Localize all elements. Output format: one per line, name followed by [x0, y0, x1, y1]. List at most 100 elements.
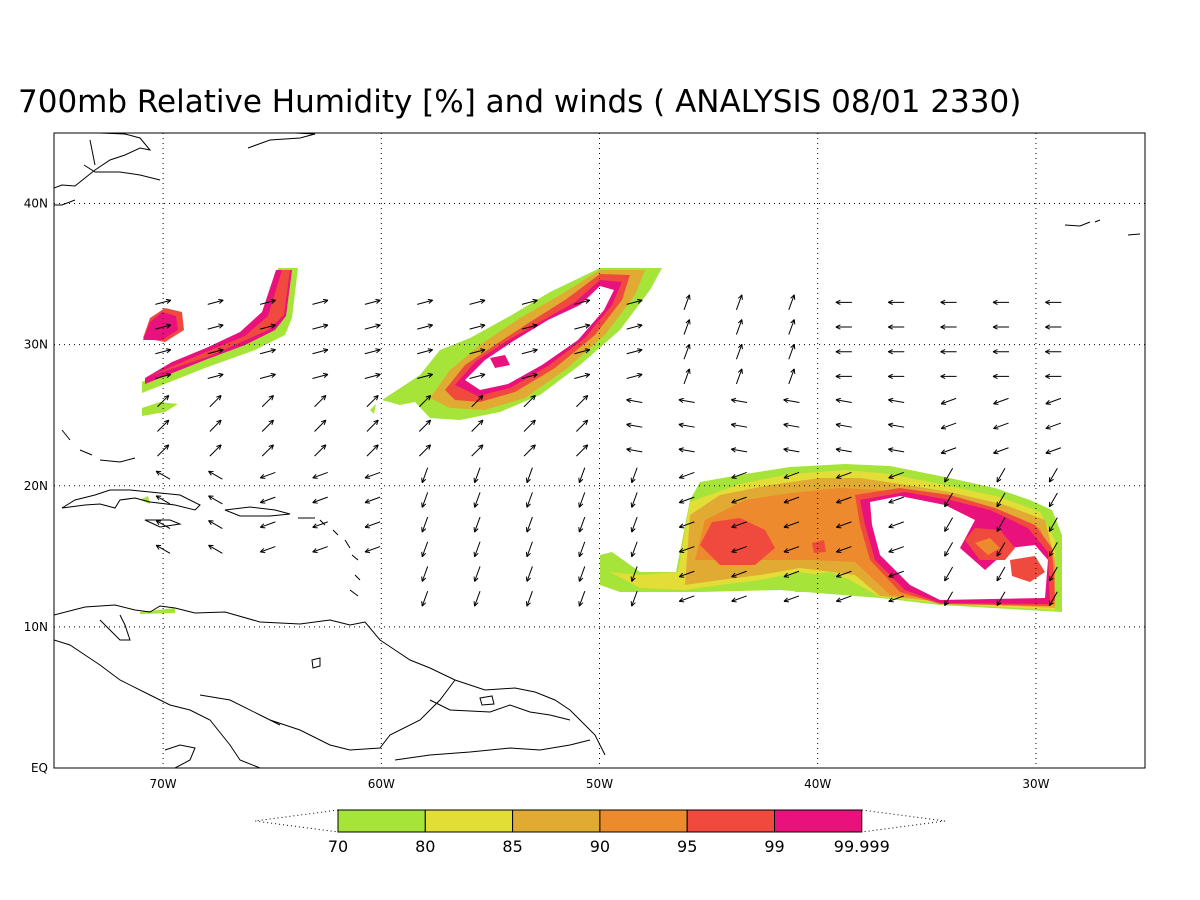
wind-arrow: [259, 496, 276, 504]
wind-arrow: [417, 348, 433, 355]
wind-arrow: [418, 394, 432, 408]
wind-arrow: [783, 570, 800, 578]
wind-arrow: [578, 516, 586, 533]
wind-arrow: [1048, 468, 1058, 483]
wind-arrow: [208, 544, 223, 554]
wind-arrow: [521, 323, 538, 330]
wind-arrow: [314, 394, 327, 408]
humidity-band-west: [140, 268, 376, 614]
lat-lon-grid: [54, 133, 1145, 768]
wind-arrow: [314, 444, 327, 457]
wind-arrow: [678, 546, 695, 554]
wind-arrow: [417, 323, 433, 330]
wind-arrow: [576, 394, 589, 408]
humidity-blob-east: [600, 464, 1062, 612]
wind-arrow: [735, 368, 743, 385]
wind-arrow: [836, 521, 852, 529]
wind-arrow: [783, 422, 800, 428]
map-title: 700mb Relative Humidity [%] and winds ( …: [18, 84, 1021, 120]
wind-arrow: [944, 492, 954, 508]
wind-arrow: [421, 516, 429, 533]
wind-arrow: [576, 419, 589, 432]
lon-tick-label: 60W: [368, 777, 395, 791]
wind-arrow: [1045, 299, 1062, 305]
wind-arrow: [1048, 591, 1058, 607]
wind-arrow: [836, 546, 852, 554]
lat-tick-label: 20N: [24, 479, 48, 493]
wind-arrow: [312, 546, 328, 554]
wind-arrow: [209, 419, 222, 432]
wind-arrow: [364, 298, 381, 305]
wind-arrow: [783, 521, 800, 529]
wind-arrow: [525, 566, 533, 582]
wind-arrow: [364, 471, 381, 479]
wind-arrow: [521, 348, 538, 355]
wind-arrow: [996, 492, 1006, 508]
wind-arrow: [835, 299, 852, 305]
wind-arrow: [574, 298, 591, 305]
wind-arrow: [364, 348, 381, 355]
wind-arrow: [888, 397, 905, 404]
wind-arrow: [678, 397, 695, 404]
wind-arrow: [155, 323, 172, 330]
wind-arrow: [421, 566, 429, 582]
wind-arrow: [996, 566, 1006, 582]
wind-arrow: [731, 496, 747, 504]
wind-arrow: [261, 419, 274, 432]
wind-arrow: [155, 520, 171, 530]
wind-arrow: [366, 444, 379, 457]
wind-arrow: [578, 492, 586, 508]
wind-arrow: [788, 294, 796, 311]
wind-arrow: [525, 467, 533, 484]
colorbar-level-label: 70: [328, 837, 348, 856]
wind-arrow: [992, 373, 1009, 380]
wind-vectors: [155, 294, 1062, 607]
wind-arrow: [207, 348, 224, 355]
wind-arrow: [678, 521, 695, 529]
wind-arrow: [155, 495, 171, 505]
wind-arrow: [261, 394, 274, 408]
wind-arrow: [209, 444, 222, 457]
wind-arrow: [835, 397, 852, 404]
wind-arrow: [209, 394, 222, 408]
wind-arrow: [1045, 422, 1062, 430]
wind-arrow: [944, 468, 954, 483]
wind-arrow: [992, 299, 1009, 305]
wind-arrow: [888, 570, 904, 578]
wind-arrow: [364, 546, 381, 554]
wind-arrow: [940, 324, 957, 330]
wind-arrow: [259, 521, 276, 529]
colorbar-level-label: 95: [677, 837, 697, 856]
colorbar-swatch: [686, 809, 776, 833]
wind-arrow: [364, 521, 381, 529]
wind-arrow: [730, 397, 748, 404]
wind-arrow: [630, 516, 638, 533]
colorbar-swatch: [424, 809, 514, 833]
wind-arrow: [731, 595, 747, 603]
wind-arrow: [261, 444, 274, 457]
wind-arrow: [1048, 566, 1058, 582]
wind-arrow: [944, 542, 954, 557]
wind-arrow: [469, 298, 486, 305]
wind-arrow: [836, 471, 852, 479]
lat-tick-label: EQ: [31, 761, 48, 775]
wind-arrow: [1045, 397, 1062, 405]
wind-arrow: [731, 570, 747, 578]
wind-arrow: [626, 397, 643, 404]
wind-arrow: [207, 372, 224, 379]
wind-arrow: [630, 566, 638, 582]
wind-arrow: [783, 471, 800, 479]
axis-labels: 40N 30N 20N 10N EQ 70W 60W 50W 40W 30W: [24, 197, 1050, 791]
wind-arrow: [836, 570, 852, 578]
wind-arrow: [940, 349, 957, 355]
colorbar-swatch: [599, 809, 688, 833]
colorbar-level-label: 80: [415, 837, 435, 856]
lat-tick-label: 40N: [24, 197, 48, 211]
wind-arrow: [888, 447, 905, 453]
wind-arrow: [418, 444, 432, 457]
colorbar-low-extension: [254, 809, 339, 833]
wind-arrow: [208, 470, 223, 480]
wind-arrow: [888, 595, 904, 603]
wind-arrow: [471, 394, 484, 408]
